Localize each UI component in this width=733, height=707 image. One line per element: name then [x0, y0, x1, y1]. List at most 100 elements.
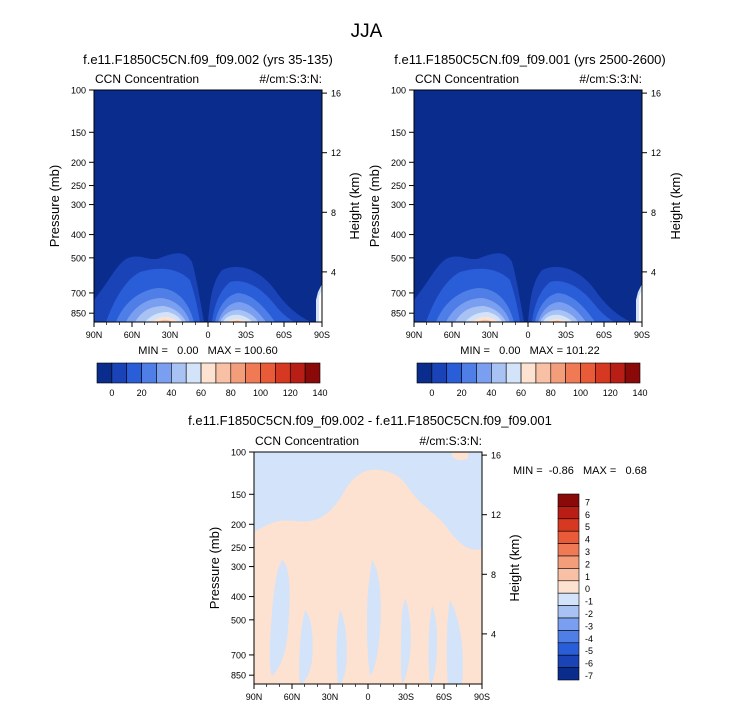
colorbar-swatch [535, 362, 552, 384]
panel-bottom: f.e11.F1850C5CN.f09_f09.002 - f.e11.F185… [188, 413, 647, 685]
y-tick-label: 150 [71, 128, 86, 138]
colorbar-swatch [230, 362, 246, 384]
y-tick-label: 250 [391, 181, 406, 191]
y-tick-label: 200 [71, 158, 86, 168]
y-right-tick-label: 16 [651, 89, 661, 99]
colorbar-swatch [557, 642, 580, 656]
contour-field [414, 90, 642, 322]
colorbar-label: 5 [585, 522, 590, 532]
y-tick-label: 250 [231, 543, 246, 553]
y-tick-label: 300 [231, 562, 246, 572]
colorbar-swatch [557, 654, 580, 668]
colorbar-swatch [215, 362, 232, 384]
x-tick-label: 30S [398, 692, 414, 702]
y-tick-label: 200 [391, 158, 406, 168]
y-right-tick-label: 16 [331, 89, 341, 99]
colorbar-label: 140 [632, 388, 647, 398]
colorbar-label: 1 [585, 572, 590, 582]
colorbar-swatch [557, 518, 580, 532]
y-tick-label: 100 [391, 86, 406, 96]
colorbar-label: -4 [585, 634, 593, 644]
colorbar-swatch [304, 362, 321, 384]
colorbar-difference: 7 6 5 4 3 2 1 0 -1 -2 -3 -4 -5 -6 -7 [557, 493, 593, 681]
x-tick-label: 60S [436, 692, 452, 702]
axes-top-right: 100 150 200 250 300 400 500 700 850 16 12 8 4 90N 60N 3… [367, 86, 683, 341]
colorbar-swatch [476, 362, 492, 384]
colorbar-swatch [446, 362, 462, 384]
colorbar-label: -6 [585, 659, 593, 669]
colorbar-swatch [557, 506, 580, 520]
x-tick-label: 30S [238, 330, 254, 340]
y-tick-label: 250 [71, 181, 86, 191]
colorbar-label: 0 [429, 388, 434, 398]
y-right-tick-label: 4 [651, 267, 656, 277]
y-tick-label: 700 [71, 288, 86, 298]
y-right-axis-title: Height (km) [347, 172, 362, 239]
colorbar-swatch [260, 362, 276, 384]
panel-title: f.e11.F1850C5CN.f09_f09.002 - f.e11.F185… [188, 413, 552, 428]
colorbar-swatch [141, 362, 157, 384]
colorbar-swatch [275, 362, 291, 384]
y-right-tick-label: 4 [331, 267, 336, 277]
colorbar-label: 120 [283, 388, 298, 398]
colorbar-label: 20 [137, 388, 147, 398]
colorbar-swatch [557, 568, 580, 582]
y-right-tick-label: 16 [491, 451, 501, 461]
min-max-text: MIN = 0.00 MAX = 101.22 [460, 345, 599, 357]
x-tick-label: 90S [634, 330, 650, 340]
y-tick-label: 500 [71, 253, 86, 263]
y-tick-label: 850 [71, 309, 86, 319]
y-right-axis-title: Height (km) [668, 172, 683, 239]
y-axis-title: Pressure (mb) [47, 165, 62, 247]
y-tick-label: 300 [391, 200, 406, 210]
colorbar-swatch [557, 630, 580, 644]
colorbar-label: 80 [226, 388, 236, 398]
y-right-tick-label: 8 [491, 570, 496, 580]
colorbar-swatch [171, 362, 187, 384]
colorbar-swatch [550, 362, 566, 384]
colorbar-swatch [431, 362, 448, 384]
y-tick-label: 200 [231, 520, 246, 530]
colorbar-swatch [505, 362, 522, 384]
colorbar-label: 40 [486, 388, 496, 398]
y-tick-label: 500 [231, 615, 246, 625]
y-tick-label: 400 [231, 592, 246, 602]
panel-title: f.e11.F1850C5CN.f09_f09.001 (yrs 2500-26… [394, 52, 665, 67]
contour-field [94, 90, 322, 322]
x-tick-label: 90S [314, 330, 330, 340]
x-tick-label: 0 [525, 330, 530, 340]
colorbar-swatch [557, 605, 580, 619]
colorbar-swatch [156, 362, 172, 384]
y-tick-label: 100 [71, 86, 86, 96]
colorbar-label: 6 [585, 510, 590, 520]
y-tick-label: 700 [231, 650, 246, 660]
variable-label: CCN Concentration [415, 72, 519, 86]
colorbar-swatch [96, 362, 113, 384]
y-right-tick-label: 12 [331, 148, 341, 158]
y-tick-label: 150 [231, 490, 246, 500]
colorbar-swatch [520, 362, 537, 384]
colorbar-swatch [565, 362, 581, 384]
y-tick-label: 850 [391, 309, 406, 319]
panel-top-left: f.e11.F1850C5CN.f09_f09.002 (yrs 35-135)… [83, 52, 333, 323]
axes-top-left: 100 150 200 250 300 400 500 700 850 16 12 8 4 90N 60N 3… [47, 86, 362, 341]
colorbar-label: -3 [585, 621, 593, 631]
colorbar-swatch [200, 362, 217, 384]
colorbar-swatch [557, 543, 580, 557]
y-axis-title: Pressure (mb) [207, 527, 222, 609]
colorbar-label: -1 [585, 597, 593, 607]
variable-label: CCN Concentration [255, 434, 359, 448]
y-tick-label: 400 [71, 230, 86, 240]
x-tick-label: 60S [596, 330, 612, 340]
x-tick-label: 90N [406, 330, 423, 340]
colorbar-swatch [609, 362, 626, 384]
colorbar-swatch [111, 362, 128, 384]
y-tick-label: 100 [231, 448, 246, 458]
units-label: #/cm:S:3:N: [259, 72, 322, 86]
colorbar-label: 60 [516, 388, 526, 398]
colorbar-swatch [557, 555, 580, 569]
y-tick-label: 500 [391, 253, 406, 263]
colorbar-swatch [245, 362, 261, 384]
super-title: JJA [351, 21, 383, 42]
